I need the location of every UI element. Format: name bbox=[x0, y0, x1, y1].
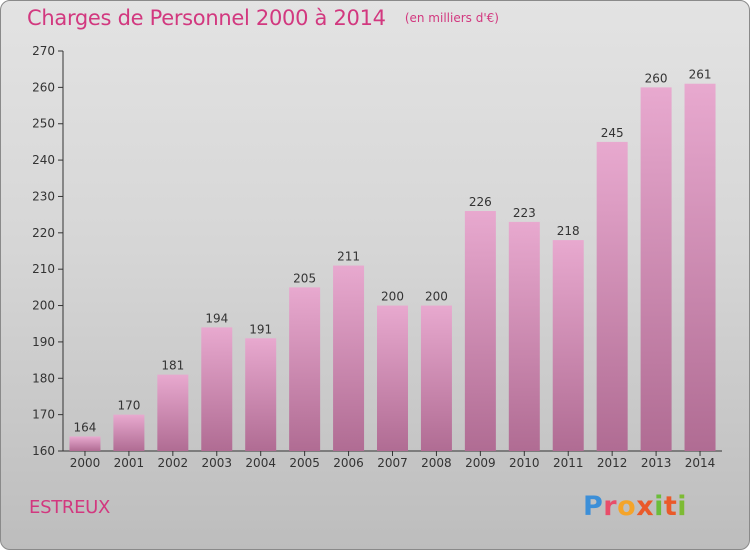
data-label: 164 bbox=[74, 420, 97, 434]
y-tick-label: 230 bbox=[32, 189, 55, 203]
x-tick-label: 2000 bbox=[70, 456, 101, 470]
bar bbox=[464, 211, 496, 451]
y-tick-label: 200 bbox=[32, 299, 55, 313]
bar bbox=[596, 141, 628, 451]
data-label: 211 bbox=[337, 250, 360, 264]
data-label: 261 bbox=[689, 68, 712, 82]
chart-title: Charges de Personnel 2000 à 2014 bbox=[27, 6, 386, 30]
x-tick-label: 2009 bbox=[465, 456, 496, 470]
x-tick-label: 2007 bbox=[377, 456, 408, 470]
x-tick-label: 2002 bbox=[158, 456, 189, 470]
commune-name: ESTREUX bbox=[29, 497, 111, 518]
x-tick-label: 2005 bbox=[289, 456, 320, 470]
y-tick-label: 250 bbox=[32, 117, 55, 131]
bar bbox=[113, 414, 145, 451]
x-tick-label: 2004 bbox=[245, 456, 276, 470]
bar bbox=[420, 305, 452, 451]
x-tick-label: 2008 bbox=[421, 456, 452, 470]
y-axis: 160 170 180 190 200 210 220 230 240 250 260 270 bbox=[32, 44, 64, 458]
bar bbox=[201, 327, 233, 451]
data-label: 226 bbox=[469, 195, 492, 209]
data-label: 200 bbox=[381, 290, 404, 304]
bars bbox=[69, 83, 716, 452]
y-tick-label: 220 bbox=[32, 226, 55, 240]
bar bbox=[640, 87, 672, 451]
x-tick-label: 2012 bbox=[597, 456, 628, 470]
x-tick-label: 2006 bbox=[333, 456, 364, 470]
x-axis: 2000 2001 2002 2003 2004 2005 2006 2007 2008 2009… bbox=[63, 450, 722, 470]
bar bbox=[69, 436, 101, 451]
bar bbox=[377, 305, 408, 451]
y-tick-label: 170 bbox=[32, 408, 55, 422]
x-tick-label: 2001 bbox=[114, 456, 145, 470]
x-tick-label: 2013 bbox=[641, 456, 672, 470]
x-tick-label: 2011 bbox=[553, 456, 584, 470]
unit-note: (en milliers d'€) bbox=[404, 11, 499, 25]
proxiti-logo[interactable]: Proxiti bbox=[583, 491, 688, 522]
y-tick-label: 180 bbox=[32, 371, 55, 385]
data-label: 194 bbox=[205, 311, 228, 325]
bar bbox=[508, 221, 540, 451]
data-label: 218 bbox=[557, 224, 580, 238]
y-tick-label: 210 bbox=[32, 262, 55, 276]
data-label: 245 bbox=[601, 126, 624, 140]
data-labels: 164 170 181 194 191 205 211 200 200 226 223 218 245 2… bbox=[74, 68, 712, 435]
data-label: 260 bbox=[645, 71, 668, 85]
data-label: 205 bbox=[293, 271, 316, 285]
x-tick-label: 2014 bbox=[685, 456, 716, 470]
bar bbox=[289, 287, 321, 451]
bar bbox=[157, 374, 189, 451]
y-tick-label: 240 bbox=[32, 153, 55, 167]
title-row: Charges de Personnel 2000 à 2014 (en mil… bbox=[27, 6, 499, 30]
data-label: 170 bbox=[117, 399, 140, 413]
x-tick-label: 2010 bbox=[509, 456, 540, 470]
bar bbox=[245, 338, 277, 451]
data-label: 223 bbox=[513, 206, 536, 220]
data-label: 181 bbox=[161, 359, 184, 373]
x-tick-label: 2003 bbox=[201, 456, 232, 470]
bar bbox=[333, 265, 365, 451]
y-tick-label: 260 bbox=[32, 80, 55, 94]
bar bbox=[552, 240, 584, 451]
data-label: 200 bbox=[425, 290, 448, 304]
bar bbox=[684, 83, 716, 452]
data-label: 191 bbox=[249, 322, 272, 336]
y-tick-label: 270 bbox=[32, 44, 55, 58]
y-tick-label: 160 bbox=[32, 444, 55, 458]
y-tick-label: 190 bbox=[32, 335, 55, 349]
